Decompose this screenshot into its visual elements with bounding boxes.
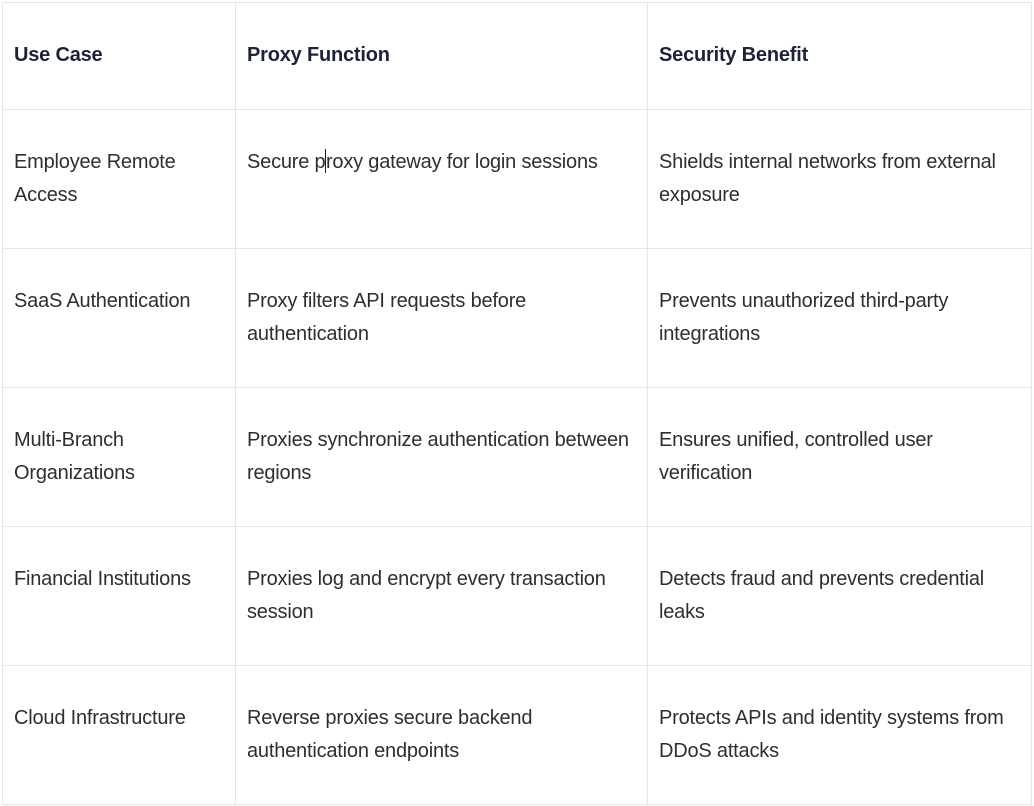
cell-use-case[interactable]: Multi-Branch Organizations [2, 387, 236, 527]
cell-security-benefit[interactable]: Ensures unified, controlled user verific… [647, 387, 1032, 527]
table-row: Employee Remote Access Secure proxy gate… [2, 109, 1032, 249]
table-row: Financial Institutions Proxies log and e… [2, 526, 1032, 666]
table-row: Multi-Branch Organizations Proxies synch… [2, 387, 1032, 527]
text-cursor [324, 149, 327, 173]
cell-security-benefit[interactable]: Shields internal networks from external … [647, 109, 1032, 249]
text-before-caret: Secure p [247, 151, 326, 173]
column-header-use-case[interactable]: Use Case [2, 2, 236, 110]
column-header-proxy-function[interactable]: Proxy Function [235, 2, 648, 110]
cell-security-benefit[interactable]: Prevents unauthorized third-party integr… [647, 248, 1032, 388]
cell-proxy-function[interactable]: Reverse proxies secure backend authentic… [235, 665, 648, 805]
cell-use-case[interactable]: Cloud Infrastructure [2, 665, 236, 805]
column-header-security-benefit[interactable]: Security Benefit [647, 2, 1032, 110]
header-row: Use Case Proxy Function Security Benefit [2, 2, 1032, 110]
cell-proxy-function[interactable]: Proxy filters API requests before authen… [235, 248, 648, 388]
cell-proxy-function-with-cursor[interactable]: Secure proxy gateway for login sessions [235, 109, 648, 249]
cell-use-case[interactable]: SaaS Authentication [2, 248, 236, 388]
cell-security-benefit[interactable]: Detects fraud and prevents credential le… [647, 526, 1032, 666]
cell-use-case[interactable]: Financial Institutions [2, 526, 236, 666]
cell-proxy-function[interactable]: Proxies log and encrypt every transactio… [235, 526, 648, 666]
cell-use-case[interactable]: Employee Remote Access [2, 109, 236, 249]
cell-security-benefit[interactable]: Protects APIs and identity systems from … [647, 665, 1032, 805]
table-row: Cloud Infrastructure Reverse proxies sec… [2, 665, 1032, 805]
table-row: SaaS Authentication Proxy filters API re… [2, 248, 1032, 388]
text-after-caret: roxy gateway for login sessions [325, 151, 598, 173]
cell-proxy-function[interactable]: Proxies synchronize authentication betwe… [235, 387, 648, 527]
